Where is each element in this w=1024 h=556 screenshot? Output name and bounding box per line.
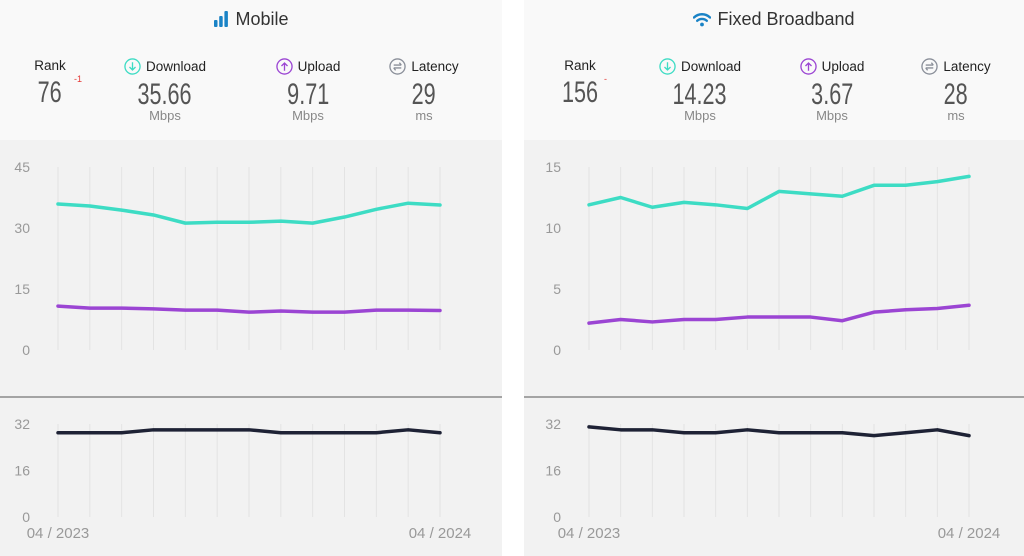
latency-stat: Latency 29 ms (364, 58, 484, 123)
upload-unit: Mbps (816, 108, 848, 123)
fixed-broadband-summary: Fixed Broadband Rank 156- Download 14.23 M… (524, 0, 1024, 140)
upload-label: Upload (772, 58, 892, 75)
latency-value: 29 (411, 78, 437, 111)
download-icon (124, 58, 141, 75)
upload-icon (799, 58, 817, 75)
mobile-panel: Mobile Rank 76 -1 Download 35.66 Mbps Upload… (0, 0, 502, 556)
y-tick-label: 15 (14, 281, 30, 297)
wifi-icon (693, 13, 712, 27)
rank-label: Rank (0, 58, 110, 73)
rank-label: Rank (520, 58, 640, 73)
latency-label-text: Latency (411, 59, 459, 74)
upload-label-text: Upload (297, 59, 341, 74)
y-tick-label: 45 (14, 159, 30, 175)
upload-stat: Upload 3.67 Mbps (772, 58, 892, 123)
latency-icon (389, 58, 407, 75)
download-icon (659, 58, 676, 75)
panel-title: Mobile (0, 9, 502, 30)
trend-chart: 0 15 30 45 0 16 32 04 / 2023 04 / 2024 (0, 159, 502, 542)
download-label-text: Download (680, 59, 742, 74)
rank-label-text: Rank (34, 58, 66, 73)
y-tick-label: 32 (545, 416, 561, 432)
panel-title-text: Mobile (235, 9, 289, 29)
trend-chart: 0 5 10 15 0 16 32 04 / 2023 04 / 2024 (524, 159, 1024, 542)
latency-label: Latency (896, 58, 1016, 75)
rank-value: 156 (561, 76, 599, 109)
download-value: 35.66 (137, 78, 193, 111)
rank-change: -1 (74, 74, 83, 84)
upload-unit: Mbps (292, 108, 324, 123)
x-tick-label: 04 / 2024 (938, 525, 1001, 542)
mobile-summary: Mobile Rank 76 -1 Download 35.66 Mbps Upload… (0, 0, 502, 140)
x-tick-label: 04 / 2023 (27, 525, 90, 542)
y-tick-label: 16 (545, 463, 561, 479)
upload-stat: Upload 9.71 Mbps (248, 58, 368, 123)
y-tick-label: 15 (545, 159, 561, 175)
download-stat: Download 14.23 Mbps (640, 58, 760, 123)
download-label: Download (105, 58, 225, 75)
upload-label-text: Upload (821, 59, 865, 74)
rank-label-text: Rank (564, 58, 596, 73)
panel-title-text: Fixed Broadband (717, 9, 855, 29)
upload-label: Upload (248, 58, 368, 75)
y-tick-label: 16 (14, 463, 30, 479)
signal-bars-icon (214, 11, 229, 27)
latency-value: 28 (943, 78, 969, 111)
latency-label-text: Latency (943, 59, 991, 74)
download-value: 14.23 (672, 78, 728, 111)
latency-icon (921, 58, 939, 75)
upload-value: 3.67 (810, 78, 854, 111)
y-tick-label: 0 (22, 342, 30, 358)
y-tick-label: 30 (14, 220, 30, 236)
upload-icon (275, 58, 293, 75)
rank-stat: Rank 156 (520, 58, 640, 109)
rank-change: - (604, 74, 607, 84)
y-tick-label: 10 (545, 220, 561, 236)
download-label-text: Download (145, 59, 207, 74)
rank-value: 76 (37, 76, 63, 109)
x-tick-label: 04 / 2024 (409, 525, 472, 542)
upload-value: 9.71 (286, 78, 330, 111)
latency-unit: ms (947, 108, 965, 123)
x-tick-label: 04 / 2023 (558, 525, 621, 542)
download-unit: Mbps (684, 108, 716, 123)
download-stat: Download 35.66 Mbps (105, 58, 225, 123)
download-label: Download (640, 58, 760, 75)
y-tick-label: 32 (14, 416, 30, 432)
y-tick-label: 0 (553, 342, 561, 358)
latency-unit: ms (415, 108, 433, 123)
fixed-broadband-panel: Fixed Broadband Rank 156- Download 14.23 M… (524, 0, 1024, 556)
y-tick-label: 5 (553, 281, 561, 297)
panel-title: Fixed Broadband (524, 9, 1024, 30)
latency-label: Latency (364, 58, 484, 75)
latency-stat: Latency 28 ms (896, 58, 1016, 123)
rank-stat: Rank 76 (0, 58, 110, 109)
download-unit: Mbps (149, 108, 181, 123)
y-tick-label: 0 (22, 509, 30, 525)
y-tick-label: 0 (553, 509, 561, 525)
